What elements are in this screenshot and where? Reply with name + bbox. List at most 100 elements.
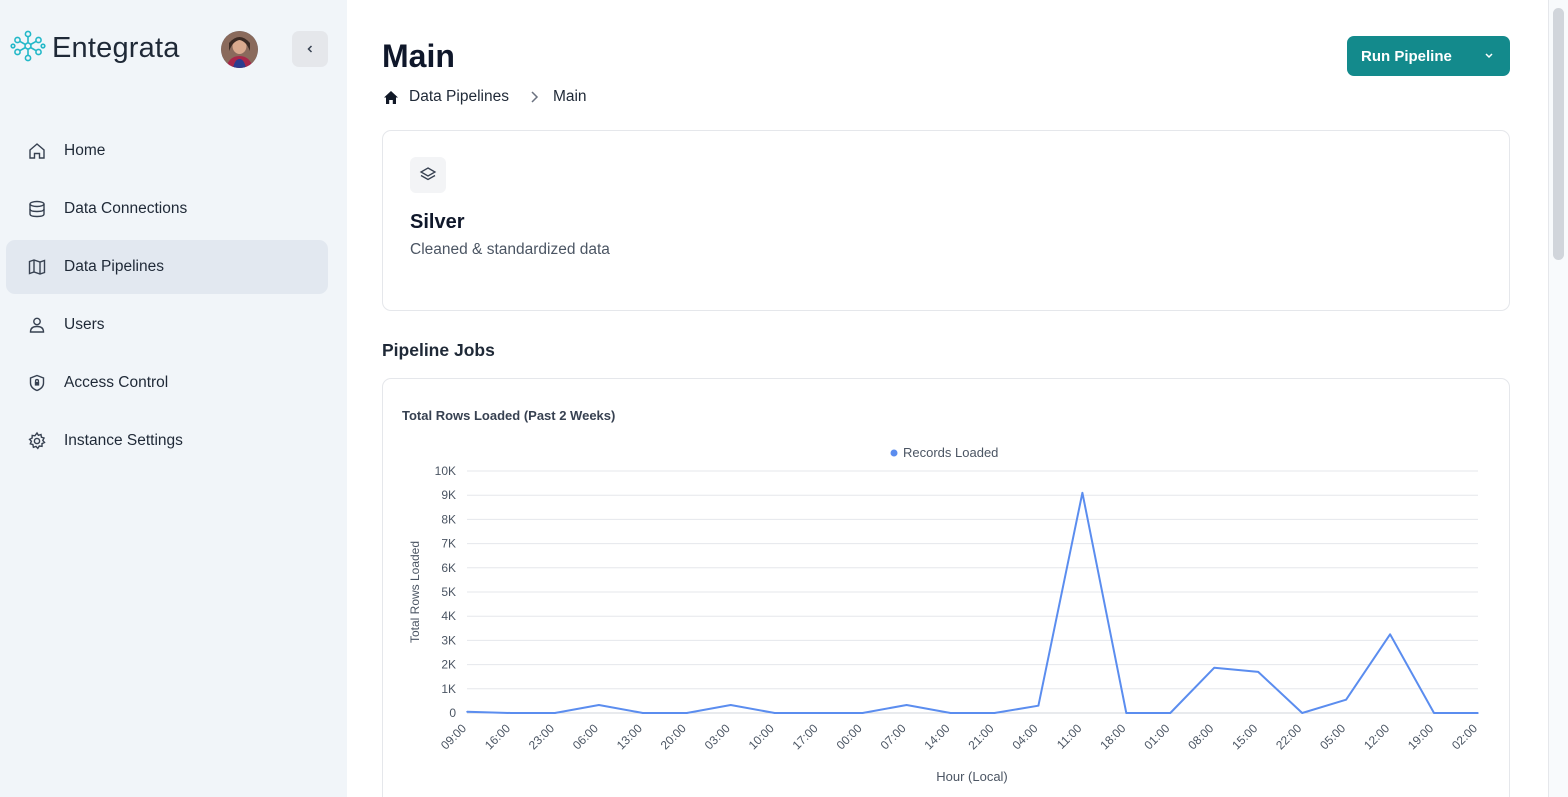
x-tick-label: 02:00: [1449, 721, 1480, 752]
main-content: Main Data Pipelines Main Run Pipeline Si…: [347, 0, 1548, 797]
data-point[interactable]: [1081, 491, 1084, 494]
data-point[interactable]: [1257, 671, 1260, 673]
data-point[interactable]: [1345, 698, 1347, 701]
collapse-sidebar-button[interactable]: [292, 31, 328, 67]
data-point[interactable]: [554, 712, 556, 714]
x-tick-label: 11:00: [1054, 721, 1085, 752]
x-tick-label: 20:00: [658, 721, 689, 752]
x-tick-label: 23:00: [526, 721, 557, 752]
x-tick-label: 03:00: [702, 721, 733, 752]
sidebar-item-label: Users: [64, 316, 105, 333]
chevron-down-icon[interactable]: [1484, 47, 1494, 65]
data-point[interactable]: [1389, 633, 1391, 636]
breadcrumb-main: Main: [552, 88, 587, 105]
data-point[interactable]: [1037, 704, 1040, 707]
data-point[interactable]: [905, 704, 908, 706]
x-tick-label: 06:00: [570, 721, 601, 752]
run-pipeline-button[interactable]: Run Pipeline: [1347, 36, 1510, 76]
x-tick-label: 00:00: [834, 721, 865, 752]
brand-name: Entegrata: [52, 32, 180, 64]
sidebar-item-data-connections[interactable]: Data Connections: [6, 182, 328, 236]
y-tick-label: 5K: [441, 585, 456, 599]
data-point[interactable]: [729, 704, 732, 706]
sidebar-item-data-pipelines[interactable]: Data Pipelines: [6, 240, 328, 294]
data-point[interactable]: [773, 712, 776, 714]
series-line: [466, 491, 1478, 714]
y-tick-label: 0: [449, 706, 456, 720]
sidebar-item-label: Access Control: [64, 374, 169, 391]
data-point[interactable]: [1301, 712, 1303, 714]
sidebar-item-instance-settings[interactable]: Instance Settings: [6, 414, 328, 468]
x-tick-label: 18:00: [1097, 721, 1128, 752]
user-icon: [26, 314, 48, 336]
x-tick-label: 21:00: [965, 721, 996, 752]
y-tick-label: 1K: [441, 682, 456, 696]
x-tick-label: 07:00: [878, 721, 909, 752]
sidebar-item-label: Data Pipelines: [64, 258, 164, 275]
x-tick-label: 17:00: [790, 721, 821, 752]
avatar[interactable]: [221, 31, 258, 68]
x-tick-label: 05:00: [1317, 721, 1348, 752]
legend-marker: [890, 449, 898, 457]
y-tick-label: 10K: [435, 464, 456, 478]
data-point[interactable]: [1213, 666, 1216, 669]
layer-subtitle: Cleaned & standardized data: [410, 241, 610, 258]
scrollbar-thumb[interactable]: [1553, 8, 1564, 260]
data-point[interactable]: [817, 712, 820, 714]
y-tick-label: 6K: [441, 561, 456, 575]
x-tick-label: 12:00: [1361, 721, 1392, 752]
chevron-left-icon: [305, 42, 315, 57]
section-title: Pipeline Jobs: [382, 340, 495, 360]
data-point[interactable]: [1477, 712, 1479, 714]
x-tick-label: 01:00: [1141, 721, 1172, 752]
x-tick-label: 14:00: [922, 721, 953, 752]
data-point[interactable]: [861, 712, 864, 714]
scrollbar[interactable]: [1548, 0, 1568, 797]
x-tick-label: 16:00: [482, 721, 513, 752]
y-tick-label: 3K: [441, 633, 456, 647]
chevron-right-icon: [529, 90, 539, 104]
home-icon[interactable]: [383, 90, 399, 105]
x-tick-label: 08:00: [1185, 721, 1216, 752]
entegrata-logo-icon: [10, 28, 46, 69]
x-tick-label: 15:00: [1229, 721, 1260, 752]
rows-loaded-chart: Total Rows Loaded (Past 2 Weeks) Records…: [402, 408, 1480, 784]
chart-card: Total Rows Loaded (Past 2 Weeks) Records…: [382, 378, 1510, 797]
data-point[interactable]: [598, 704, 600, 706]
y-tick-label: 9K: [441, 488, 456, 502]
data-point[interactable]: [993, 712, 996, 714]
database-icon: [26, 198, 48, 220]
sidebar-item-access-control[interactable]: Access Control: [6, 356, 328, 410]
y-tick-label: 2K: [441, 658, 456, 672]
data-point[interactable]: [466, 710, 468, 713]
sidebar-nav: Home Data Connections Data Pipelines Use…: [6, 124, 328, 472]
breadcrumb-data-pipelines[interactable]: Data Pipelines: [409, 88, 509, 105]
y-tick-label: 8K: [441, 512, 456, 526]
layer-card: Silver Cleaned & standardized data: [382, 130, 1510, 311]
run-pipeline-label: Run Pipeline: [1361, 47, 1452, 65]
breadcrumb: Data Pipelines Main: [383, 88, 587, 106]
shield-icon: [26, 372, 48, 394]
x-tick-label: 10:00: [746, 721, 777, 752]
y-tick-label: 7K: [441, 537, 456, 551]
map-icon: [26, 256, 48, 278]
sidebar-item-users[interactable]: Users: [6, 298, 328, 352]
x-axis-label: Hour (Local): [936, 769, 1008, 784]
data-point[interactable]: [1125, 712, 1128, 714]
sidebar-item-home[interactable]: Home: [6, 124, 328, 178]
data-point[interactable]: [949, 712, 952, 714]
data-point[interactable]: [1433, 712, 1435, 714]
layers-icon: [410, 157, 446, 193]
data-point[interactable]: [685, 712, 688, 714]
chart-legend[interactable]: Records Loaded: [890, 445, 999, 460]
gear-icon: [26, 430, 48, 452]
y-axis-label: Total Rows Loaded: [408, 541, 422, 643]
y-tick-label: 4K: [441, 609, 456, 623]
data-point[interactable]: [510, 712, 512, 714]
x-tick-label: 19:00: [1405, 721, 1436, 752]
brand[interactable]: Entegrata: [10, 28, 180, 69]
chart-title: Total Rows Loaded (Past 2 Weeks): [402, 408, 615, 423]
data-point[interactable]: [642, 712, 644, 714]
legend-label: Records Loaded: [903, 445, 998, 460]
data-point[interactable]: [1169, 712, 1172, 714]
